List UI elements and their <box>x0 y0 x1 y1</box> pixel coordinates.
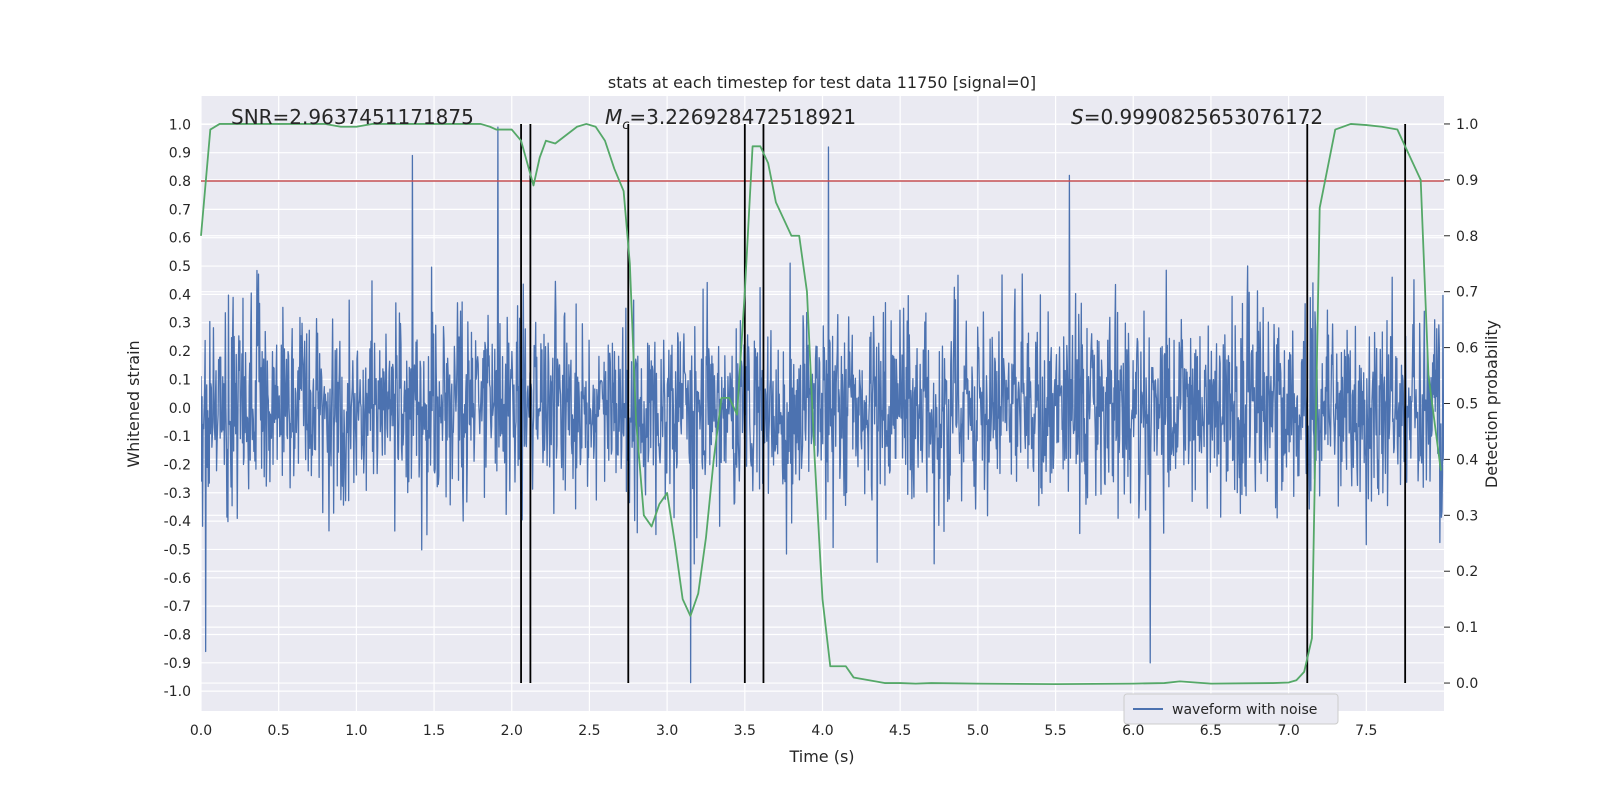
x-tick-label: 7.5 <box>1355 723 1377 739</box>
legend: waveform with noise <box>1123 693 1339 725</box>
right-y-tick-label: 1.0 <box>1456 117 1478 133</box>
right-y-tick-label: 0.1 <box>1456 620 1478 636</box>
right-y-tick-label: 0.9 <box>1456 173 1478 189</box>
left-y-tick-label: 1.0 <box>169 117 191 133</box>
waveform-series <box>201 126 1444 684</box>
right-y-tick-label: 0.4 <box>1456 452 1478 468</box>
x-tick-label: 6.0 <box>1122 723 1144 739</box>
right-y-tick-label: 0.8 <box>1456 229 1478 245</box>
x-tick-label: 3.0 <box>656 723 678 739</box>
x-tick-label: 5.5 <box>1044 723 1066 739</box>
x-tick-label: 3.5 <box>734 723 756 739</box>
waveform-layer <box>201 126 1444 684</box>
x-tick-label: 7.0 <box>1277 723 1299 739</box>
x-tick-label: 1.0 <box>345 723 367 739</box>
left-y-tick-label: 0.3 <box>169 316 191 332</box>
chart-title: stats at each timestep for test data 117… <box>608 73 1036 92</box>
left-y-tick-label: -0.2 <box>164 457 191 473</box>
score-annotation: S=0.9990825653076172 <box>1071 105 1323 129</box>
right-y-tick-label: 0.5 <box>1456 397 1478 413</box>
left-y-tick-labels: 1.0 0.9 0.8 0.7 0.6 0.5 0.4 0.3 0.2 0.1 0.0 -0.1 -0.… <box>164 117 191 700</box>
left-y-tick-label: -0.9 <box>164 656 191 672</box>
left-y-tick-label: -0.3 <box>164 486 191 502</box>
left-y-tick-label: 0.5 <box>169 259 191 275</box>
detection-probability-series <box>200 123 1442 686</box>
left-y-tick-label: 0.4 <box>169 287 191 303</box>
right-y-tick-label: 0.0 <box>1456 676 1478 692</box>
overlay-layer <box>200 123 1444 686</box>
left-y-tick-label: -0.5 <box>164 542 191 558</box>
x-tick-label: 2.5 <box>578 723 600 739</box>
right-y-tick-label: 0.7 <box>1456 285 1478 301</box>
chirp-mass-annotation: Mc=3.226928472518921 <box>605 105 856 133</box>
x-tick-labels: 0.0 0.5 1.0 1.5 2.0 2.5 3.0 3.5 4.0 4.5 5.0 5.5 6.0 6… <box>190 723 1378 739</box>
left-y-tick-label: 0.6 <box>169 231 191 247</box>
right-y-tick-label: 0.2 <box>1456 564 1478 580</box>
legend-box <box>1123 693 1339 725</box>
x-tick-label: 2.0 <box>501 723 523 739</box>
x-tick-label: 1.5 <box>423 723 445 739</box>
x-tick-label: 6.5 <box>1200 723 1222 739</box>
right-y-tick-label: 0.6 <box>1456 341 1478 357</box>
left-y-tick-label: 0.9 <box>169 146 191 162</box>
x-tick-label: 4.5 <box>889 723 911 739</box>
left-y-tick-label: -0.7 <box>164 599 191 615</box>
left-y-tick-label: 0.7 <box>169 202 191 218</box>
right-y-tick-labels: 1.0 0.9 0.8 0.7 0.6 0.5 0.4 0.3 0.2 0.1 0.0 <box>1444 117 1478 692</box>
x-tick-label: 0.0 <box>190 723 212 739</box>
snr-annotation: SNR=2.9637451171875 <box>231 105 474 129</box>
x-axis-label: Time (s) <box>788 747 854 766</box>
right-y-tick-label: 0.3 <box>1456 508 1478 524</box>
legend-label: waveform with noise <box>1172 702 1317 718</box>
left-y-tick-label: 0.0 <box>169 401 191 417</box>
y-axis-label: Whitened strain <box>124 340 143 467</box>
x-tick-label: 5.0 <box>967 723 989 739</box>
left-y-tick-label: -0.8 <box>164 627 191 643</box>
x-tick-label: 4.0 <box>811 723 833 739</box>
left-y-tick-label: -0.1 <box>164 429 191 445</box>
right-y-axis-label: Detection probability <box>1482 320 1501 488</box>
x-tick-label: 0.5 <box>268 723 290 739</box>
left-y-tick-label: -0.4 <box>164 514 191 530</box>
left-y-tick-label: 0.8 <box>169 174 191 190</box>
left-y-tick-label: -0.6 <box>164 571 191 587</box>
left-y-tick-label: -1.0 <box>164 684 191 700</box>
left-y-tick-label: 0.1 <box>169 372 191 388</box>
left-y-tick-label: 0.2 <box>169 344 191 360</box>
